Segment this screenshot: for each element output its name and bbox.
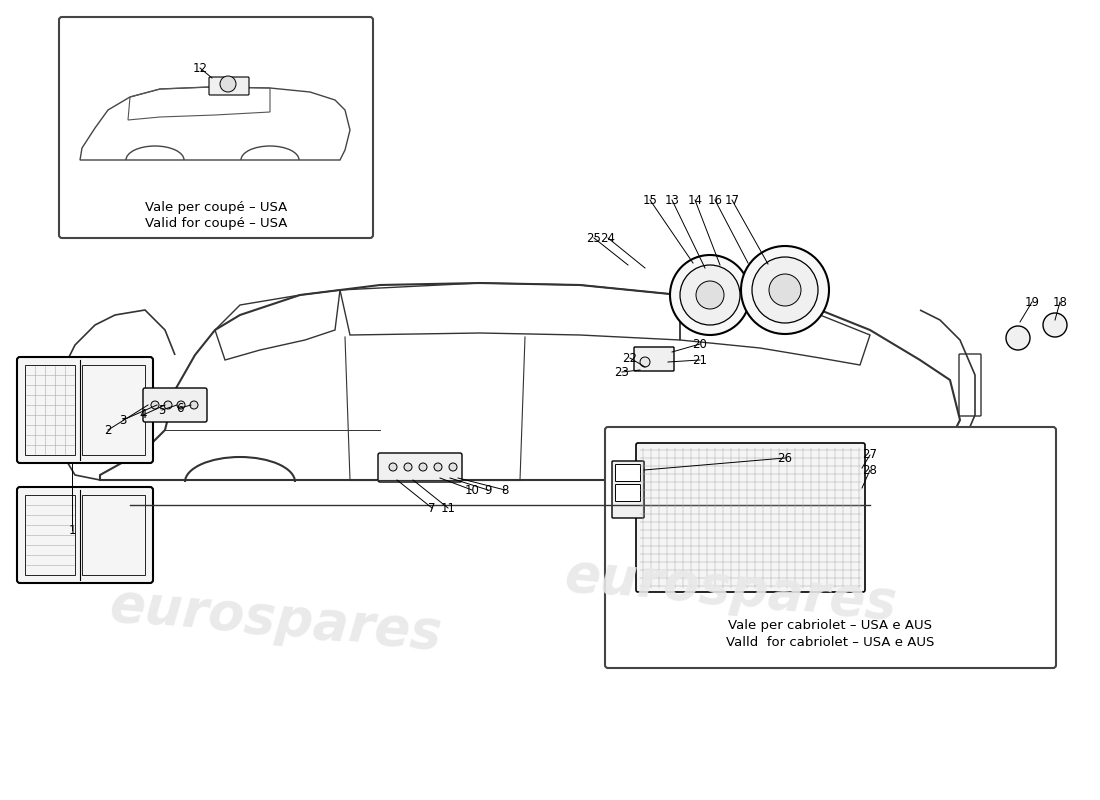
Text: Valld  for cabriolet – USA e AUS: Valld for cabriolet – USA e AUS xyxy=(726,635,935,649)
Circle shape xyxy=(680,265,740,325)
FancyBboxPatch shape xyxy=(636,443,865,592)
FancyBboxPatch shape xyxy=(209,77,249,95)
Text: 26: 26 xyxy=(778,451,792,465)
FancyBboxPatch shape xyxy=(605,427,1056,668)
Text: 13: 13 xyxy=(664,194,680,206)
Text: 25: 25 xyxy=(586,231,602,245)
Text: eurospares: eurospares xyxy=(107,579,443,661)
Text: 7: 7 xyxy=(428,502,436,514)
Text: 27: 27 xyxy=(862,449,878,462)
Text: 14: 14 xyxy=(688,194,703,206)
Circle shape xyxy=(419,463,427,471)
FancyBboxPatch shape xyxy=(634,347,674,371)
Text: eurospares: eurospares xyxy=(562,550,899,630)
Text: 19: 19 xyxy=(1024,295,1040,309)
Circle shape xyxy=(151,401,160,409)
Text: 3: 3 xyxy=(119,414,126,426)
Bar xyxy=(82,365,145,455)
Text: 6: 6 xyxy=(176,402,184,414)
Text: 10: 10 xyxy=(464,483,480,497)
Text: 23: 23 xyxy=(615,366,629,378)
Circle shape xyxy=(640,357,650,367)
Circle shape xyxy=(177,401,185,409)
Text: 1: 1 xyxy=(68,523,76,537)
FancyBboxPatch shape xyxy=(16,357,153,463)
FancyBboxPatch shape xyxy=(378,453,462,482)
Text: 16: 16 xyxy=(707,194,723,206)
Circle shape xyxy=(769,274,801,306)
Text: 24: 24 xyxy=(601,231,616,245)
Text: 17: 17 xyxy=(725,194,739,206)
Text: 21: 21 xyxy=(693,354,707,366)
Circle shape xyxy=(434,463,442,471)
Circle shape xyxy=(404,463,412,471)
Text: Vale per cabriolet – USA e AUS: Vale per cabriolet – USA e AUS xyxy=(728,618,933,631)
Circle shape xyxy=(389,463,397,471)
Text: 5: 5 xyxy=(158,403,166,417)
FancyBboxPatch shape xyxy=(16,487,153,583)
Text: 15: 15 xyxy=(642,194,658,206)
Text: 22: 22 xyxy=(623,351,638,365)
Text: 28: 28 xyxy=(862,463,878,477)
Text: 9: 9 xyxy=(484,483,492,497)
Text: 18: 18 xyxy=(1053,295,1067,309)
FancyBboxPatch shape xyxy=(616,485,640,502)
Circle shape xyxy=(752,257,818,323)
Circle shape xyxy=(1043,313,1067,337)
FancyBboxPatch shape xyxy=(616,465,640,482)
Circle shape xyxy=(670,255,750,335)
FancyBboxPatch shape xyxy=(143,388,207,422)
Bar xyxy=(25,495,75,575)
Text: 4: 4 xyxy=(140,409,146,422)
FancyBboxPatch shape xyxy=(612,461,643,518)
Circle shape xyxy=(741,246,829,334)
Bar xyxy=(58,375,113,445)
Text: 11: 11 xyxy=(440,502,455,514)
Circle shape xyxy=(164,401,172,409)
Circle shape xyxy=(190,401,198,409)
Circle shape xyxy=(220,76,236,92)
Circle shape xyxy=(1006,326,1030,350)
Text: Valid for coupé – USA: Valid for coupé – USA xyxy=(145,217,287,230)
FancyBboxPatch shape xyxy=(59,17,373,238)
Bar xyxy=(25,365,75,455)
Text: 12: 12 xyxy=(192,62,208,74)
Text: Vale per coupé – USA: Vale per coupé – USA xyxy=(145,202,287,214)
Circle shape xyxy=(449,463,456,471)
Bar xyxy=(82,495,145,575)
Text: 8: 8 xyxy=(502,483,508,497)
Text: 2: 2 xyxy=(104,423,112,437)
Circle shape xyxy=(696,281,724,309)
Text: 20: 20 xyxy=(693,338,707,350)
